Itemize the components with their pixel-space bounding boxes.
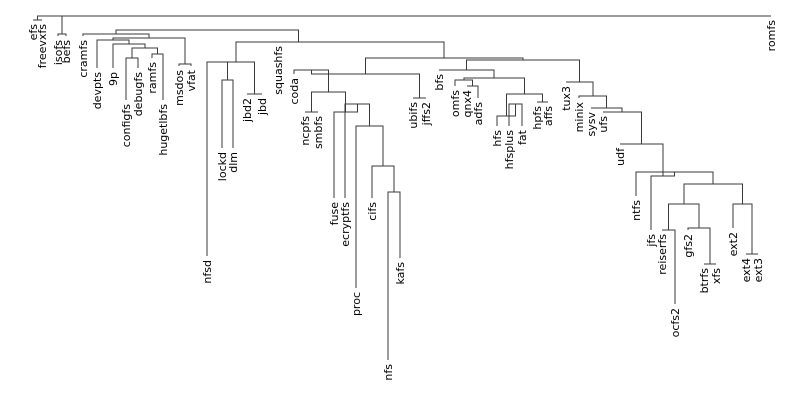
leaf-label-bfs: bfs <box>433 74 446 91</box>
branch-n46 <box>668 203 700 230</box>
branch-n9 <box>178 63 192 66</box>
branch-n29b <box>293 69 330 92</box>
leaf-label-proc: proc <box>350 292 363 316</box>
leaf-label-coda: coda <box>288 78 301 105</box>
leaf-label-debugfs: debugfs <box>132 72 145 117</box>
leaf-label-jbd: jbd <box>256 98 269 116</box>
branch-n32b <box>310 70 420 98</box>
branch-n51 <box>603 111 642 144</box>
leaf-label-ext4: ext4 <box>740 258 753 282</box>
leaf-label-ncpfs: ncpfs <box>299 116 312 146</box>
leaf-label-cramfs: cramfs <box>77 40 90 78</box>
branch-n22 <box>333 104 358 198</box>
branch-n47 <box>683 183 743 204</box>
branch-n19 <box>371 165 395 198</box>
branch-n57 <box>235 41 362 62</box>
leaf-label-hfs: hfs <box>491 130 504 147</box>
leaf-label-ext3: ext3 <box>752 258 765 282</box>
branch-n58 <box>115 29 299 42</box>
leaf-label-nfs: nfs <box>382 364 395 381</box>
leaf-label-ocfs2: ocfs2 <box>669 308 682 337</box>
leaf-label-fat: fat <box>516 129 529 145</box>
branch-n33 <box>467 85 479 98</box>
leaf-label-befs: befs <box>60 40 73 64</box>
leaf-label-qnx4: qnx4 <box>461 90 474 117</box>
leaf-label-lockd: lockd <box>216 152 229 181</box>
leaf-label-jbd2: jbd2 <box>241 98 254 123</box>
leaf-label-adfs: adfs <box>472 102 485 126</box>
leaf-label-btrfs: btrfs <box>698 268 711 294</box>
leaf-label-omfs: omfs <box>449 90 462 117</box>
leaf-label-devpts: devpts <box>91 72 104 110</box>
leaf-label-ecryptfs: ecryptfs <box>339 202 352 247</box>
leaf-label-jfs: jfs <box>645 234 658 248</box>
branch-n50 <box>620 143 664 176</box>
leaf-label-udf: udf <box>614 147 627 166</box>
leaf-label-ramfs: ramfs <box>146 62 159 94</box>
leaf-label-romfs: romfs <box>765 20 778 52</box>
branch-n55 <box>466 59 580 82</box>
leaf-label-minix: minix <box>573 102 586 133</box>
leaf-label-xfs: xfs <box>710 268 723 284</box>
leaf-label-9p: 9p <box>107 72 120 86</box>
dendrogram-branches <box>33 15 771 360</box>
leaf-label-kafs: kafs <box>394 262 407 285</box>
leaf-label-cifs: cifs <box>366 202 379 221</box>
branch-n28 <box>311 91 347 112</box>
leaf-label-smbfs: smbfs <box>312 116 325 149</box>
branch-n56 <box>364 57 524 74</box>
branch-n17 <box>344 103 370 198</box>
leaf-label-freevxfs: freevxfs <box>36 24 49 69</box>
branch-n36 <box>508 103 523 126</box>
branch-n49 <box>650 172 676 230</box>
branch-n21 <box>387 191 401 360</box>
leaf-label-hpfs: hpfs <box>531 106 544 130</box>
leaf-label-squashfs: squashfs <box>272 46 285 95</box>
leaf-label-jffs2: jffs2 <box>420 102 433 126</box>
branch-n52 <box>591 107 623 112</box>
leaf-label-reiserfs: reiserfs <box>656 234 669 275</box>
leaf-label-ext2: ext2 <box>727 232 740 256</box>
leaf-label-ubifs: ubifs <box>407 102 420 129</box>
branch-n54 <box>566 81 594 96</box>
leaf-label-fuse: fuse <box>328 202 341 226</box>
leaf-label-ntfs: ntfs <box>630 200 643 221</box>
leaf-label-hfsplus: hfsplus <box>503 130 516 170</box>
branch-n12 <box>221 79 234 148</box>
branch-n2 <box>57 33 67 36</box>
branch-n32 <box>278 41 445 58</box>
leaf-label-tux3: tux3 <box>560 86 573 111</box>
branch-n11 <box>82 33 150 38</box>
leaf-label-configfs: configfs <box>120 104 133 148</box>
branch-n15 <box>217 61 255 94</box>
leaf-label-dlm: dlm <box>227 152 240 173</box>
leaf-label-sysv: sysv <box>585 112 598 137</box>
leaf-label-nfsd: nfsd <box>201 260 214 284</box>
branch-n20 <box>355 125 384 288</box>
leaf-label-gfs2: gfs2 <box>682 234 695 258</box>
leaf-label-ufs: ufs <box>597 116 610 133</box>
leaf-label-hugetlbfs: hugetlbfs <box>157 104 170 156</box>
branch-n34 <box>454 79 473 86</box>
branch-n6 <box>131 47 158 58</box>
leaf-label-affs: affs <box>542 106 555 126</box>
leaf-label-efs: efs <box>27 24 40 41</box>
branch-n45 <box>662 229 676 304</box>
leaf-label-vfat: vfat <box>185 69 198 91</box>
leaf-label-msdos: msdos <box>173 70 186 106</box>
branch-n10 <box>112 37 186 64</box>
leaf-label-isofs: isofs <box>52 40 65 65</box>
branch-n40 <box>439 69 495 78</box>
